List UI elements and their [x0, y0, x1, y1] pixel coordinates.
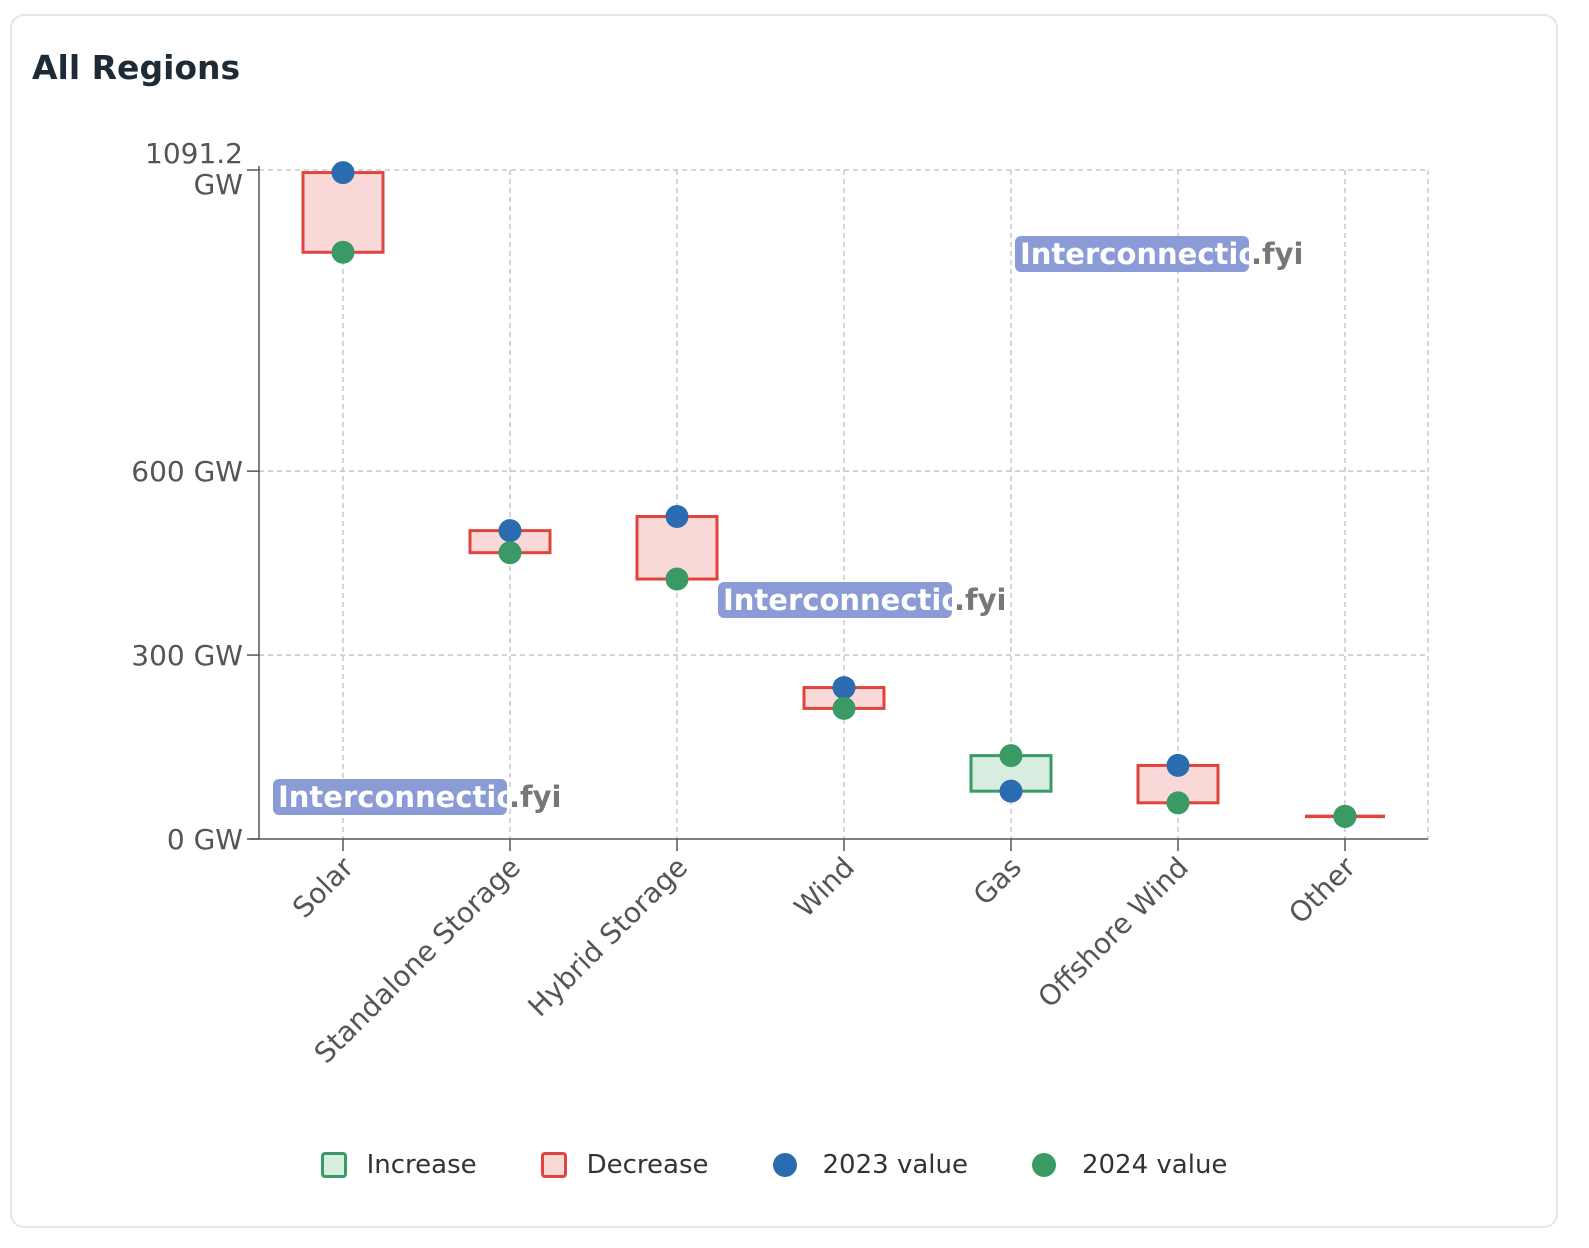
point-2023: [832, 676, 856, 700]
watermark-brand: Interconnection: [723, 583, 982, 617]
chart-svg: 0 GW 300 GW 600 GW 1091.2 GW Interconnection.…: [131, 137, 1429, 1070]
watermark-top-right: Interconnection.fyi: [1015, 236, 1303, 272]
watermark-center: Interconnection.fyi: [718, 582, 1006, 618]
x-tick-label: Wind: [788, 851, 861, 924]
legend: Increase Decrease 2023 value 2024 value: [0, 1150, 1548, 1180]
legend-item-v2023[interactable]: 2023 value: [772, 1150, 968, 1180]
x-tick-label: Solar: [286, 850, 360, 924]
legend-label: Decrease: [586, 1150, 709, 1180]
chart-card: [10, 14, 1558, 1228]
y-tick-label: 600 GW: [131, 455, 243, 488]
point-2023: [665, 505, 689, 529]
point-2024: [665, 567, 689, 591]
watermark-suffix: .fyi: [1251, 237, 1303, 271]
point-2024: [832, 696, 856, 720]
x-tick-label: Other: [1282, 850, 1362, 930]
point-2023: [999, 779, 1023, 803]
legend-label: Increase: [366, 1150, 477, 1180]
watermark-badge: [1015, 236, 1249, 272]
legend-item-decrease[interactable]: Decrease: [540, 1150, 709, 1180]
watermark-suffix: .fyi: [509, 780, 561, 814]
watermark-brand: Interconnection: [1020, 237, 1279, 271]
watermark-badge: [273, 779, 507, 815]
x-tick-label: Gas: [967, 851, 1028, 912]
legend-swatch: [320, 1152, 347, 1178]
legend-swatch: [772, 1153, 797, 1177]
y-tick-label: 0 GW: [167, 823, 243, 856]
watermark-suffix: .fyi: [954, 583, 1006, 617]
point-2023: [331, 161, 355, 185]
legend-label: 2023 value: [822, 1150, 968, 1180]
point-2024: [498, 541, 522, 565]
legend-label: 2024 value: [1081, 1150, 1228, 1180]
x-tick-label: Offshore Wind: [1031, 851, 1194, 1014]
point-2023: [498, 519, 522, 543]
legend-item-v2024[interactable]: 2024 value: [1031, 1150, 1228, 1180]
chart-title: All Regions: [32, 48, 241, 87]
legend-swatch: [1031, 1153, 1056, 1177]
point-2024: [1166, 791, 1190, 815]
legend-swatch: [540, 1152, 567, 1178]
y-tick-label: 300 GW: [131, 639, 243, 672]
point-2024: [1333, 804, 1357, 828]
legend-item-increase[interactable]: Increase: [320, 1150, 477, 1180]
watermark-brand: Interconnection: [278, 780, 537, 814]
watermark-badge: [718, 582, 952, 618]
y-tick-label: 1091.2 GW: [145, 137, 243, 201]
watermark-bottom-left: Interconnection.fyi: [273, 779, 561, 815]
point-2024: [331, 240, 355, 264]
change-bar-solar: [301, 171, 385, 254]
x-tick-label: Hybrid Storage: [521, 851, 693, 1023]
point-2023: [1166, 753, 1190, 777]
point-2024: [999, 744, 1023, 768]
